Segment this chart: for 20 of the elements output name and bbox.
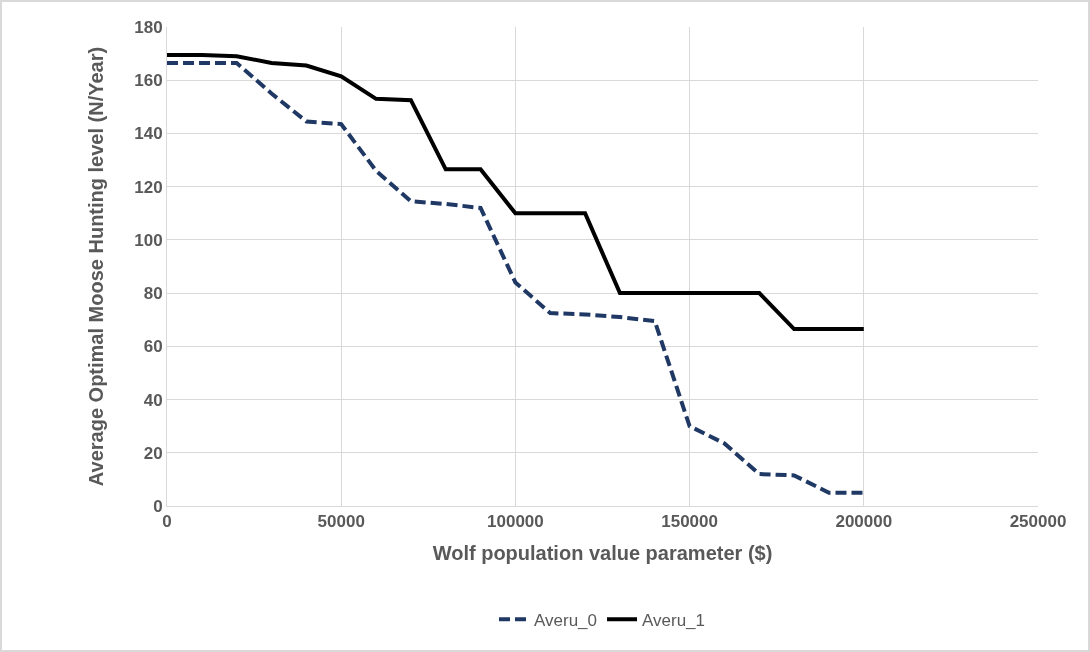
x-tick-label: 100000 [487, 512, 544, 532]
legend-label: Averu_1 [642, 610, 706, 630]
y-tick-label: 100 [134, 230, 163, 250]
x-axis-title: Wolf population value parameter ($) [432, 541, 773, 564]
legend-label: Averu_0 [534, 610, 598, 630]
x-tick-label: 150000 [661, 512, 718, 532]
line-series [167, 52, 866, 332]
y-tick-label: 140 [134, 124, 163, 144]
x-tick-label: 250000 [1009, 512, 1067, 532]
x-tick-label: 50000 [317, 512, 365, 532]
y-tick-label: 180 [134, 17, 163, 37]
y-tick-label: 40 [143, 390, 163, 410]
y-tick-label: 20 [143, 443, 163, 463]
y-tick-label: 60 [143, 337, 163, 357]
y-tick-label: 0 [153, 496, 163, 516]
y-tick-label: 80 [143, 284, 163, 304]
y-axis-title: Average Optimal Moose Hunting level (N/Year) [84, 46, 107, 487]
y-tick-label: 160 [134, 71, 163, 91]
x-tick-label: 200000 [835, 512, 893, 532]
y-tick-label: 120 [134, 177, 163, 197]
